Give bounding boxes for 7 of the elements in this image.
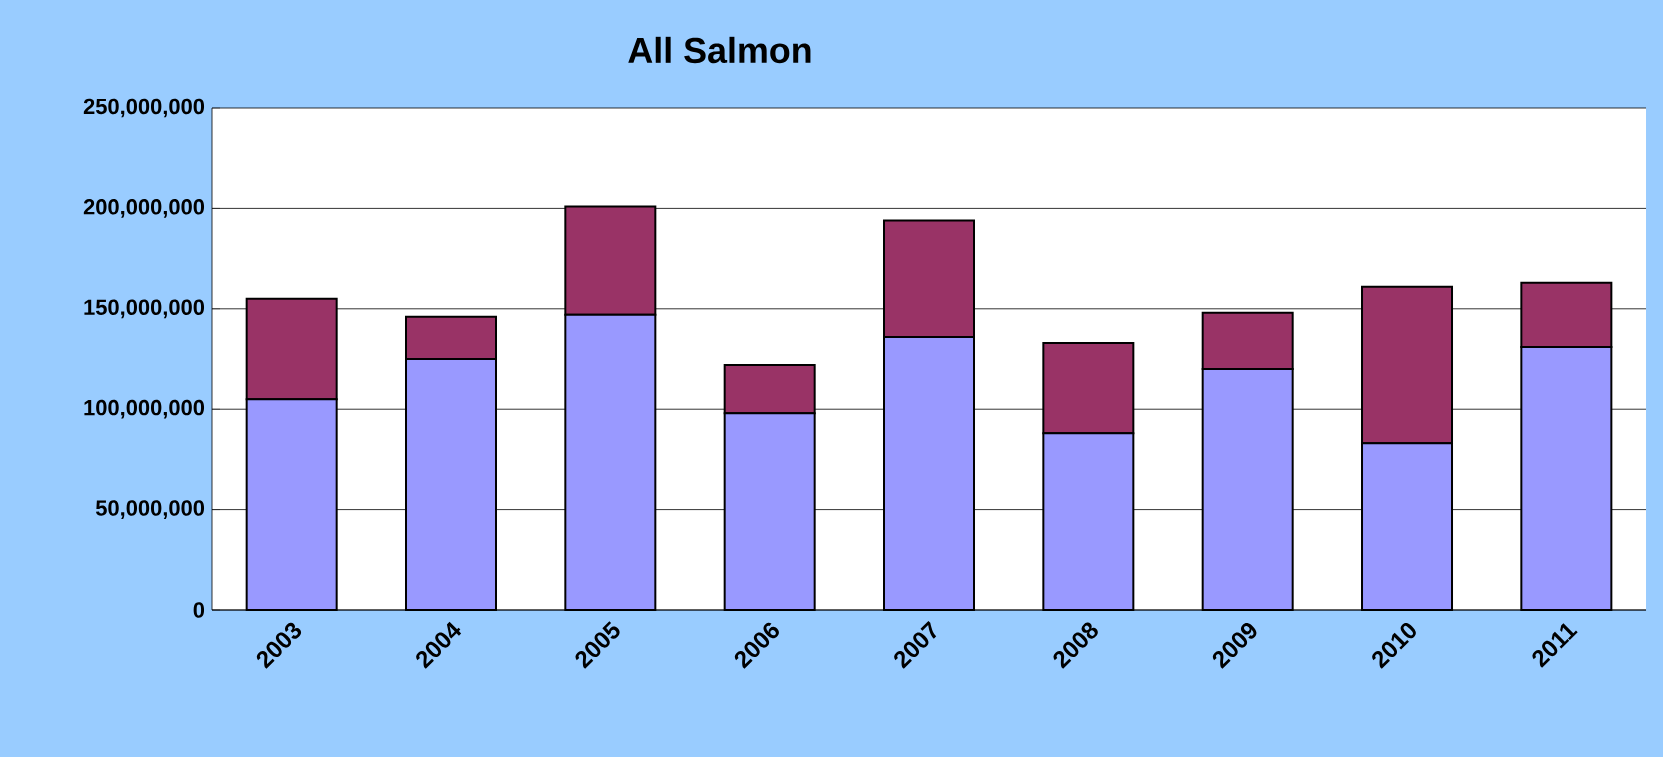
y-tick-label: 100,000,000	[84, 399, 205, 419]
y-tick-label: 0	[193, 602, 205, 618]
y-tick-label: 200,000,000	[83, 199, 205, 218]
chart-title: All Salmon	[628, 36, 811, 64]
y-tick-label: 150,000,000	[84, 299, 205, 319]
y-tick-label: 50,000,000	[95, 500, 205, 519]
y-tick-label: 250,000,000	[83, 98, 205, 118]
